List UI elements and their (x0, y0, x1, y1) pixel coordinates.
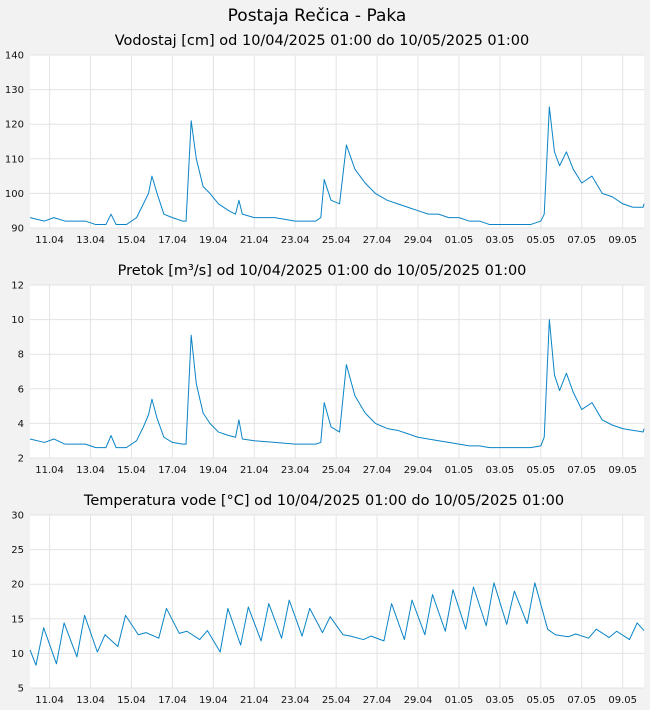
x-tick-label-temperatura: 13.04 (76, 695, 105, 706)
x-tick-label-pretok: 27.04 (363, 465, 392, 476)
x-tick-label-pretok: 29.04 (404, 465, 433, 476)
x-tick-label-pretok: 21.04 (240, 465, 269, 476)
x-tick-label-vodostaj: 13.04 (76, 235, 105, 246)
x-tick-label-temperatura: 09.05 (608, 695, 637, 706)
x-tick-label-vodostaj: 09.05 (608, 235, 637, 246)
plot-area-pretok (30, 285, 644, 458)
x-tick-label-vodostaj: 01.05 (445, 235, 474, 246)
x-tick-label-pretok: 09.05 (608, 465, 637, 476)
plot-content-pretok: 2 4 6 8 10 12 11.04 13.04 15.04 17.04 19.04 21.04 23… (11, 281, 645, 476)
panel-title-pretok: Pretok [m³/s] od 10/04/2025 01:00 do 10/… (118, 263, 527, 279)
x-tick-label-temperatura: 03.05 (486, 695, 515, 706)
panel-temperatura: Temperatura vode [°C] od 10/04/2025 01:0… (11, 493, 645, 706)
y-tick-label-temperatura: 30 (11, 511, 24, 522)
x-tick-label-vodostaj: 19.04 (199, 235, 228, 246)
x-tick-label-vodostaj: 03.05 (486, 235, 515, 246)
x-tick-label-temperatura: 07.05 (567, 695, 596, 706)
y-tick-label-pretok: 12 (11, 281, 24, 292)
x-tick-label-temperatura: 25.04 (322, 695, 351, 706)
panel-pretok: Pretok [m³/s] od 10/04/2025 01:00 do 10/… (11, 263, 645, 476)
x-tick-label-temperatura: 29.04 (404, 695, 433, 706)
x-tick-label-temperatura: 01.05 (445, 695, 474, 706)
x-tick-label-pretok: 07.05 (567, 465, 596, 476)
y-tick-label-pretok: 8 (18, 350, 24, 361)
y-tick-label-temperatura: 15 (11, 614, 24, 625)
x-tick-label-vodostaj: 27.04 (363, 235, 392, 246)
series-line-temperatura (29, 582, 645, 666)
series-line-pretok (29, 319, 645, 449)
x-tick-label-vodostaj: 29.04 (404, 235, 433, 246)
x-tick-label-vodostaj: 05.05 (526, 235, 555, 246)
x-tick-label-vodostaj: 15.04 (117, 235, 146, 246)
x-tick-label-pretok: 01.05 (445, 465, 474, 476)
x-tick-label-temperatura: 27.04 (363, 695, 392, 706)
x-tick-label-pretok: 13.04 (76, 465, 105, 476)
x-tick-label-pretok: 17.04 (158, 465, 187, 476)
y-tick-label-vodostaj: 120 (5, 120, 24, 131)
x-tick-label-pretok: 11.04 (35, 465, 64, 476)
y-tick-label-pretok: 4 (18, 419, 24, 430)
plot-content-temperatura: 5 10 15 20 25 30 11.04 13.04 15.04 17.04 19.04 21.0… (11, 511, 645, 706)
x-tick-label-vodostaj: 07.05 (567, 235, 596, 246)
x-tick-label-vodostaj: 17.04 (158, 235, 187, 246)
x-tick-label-temperatura: 15.04 (117, 695, 146, 706)
y-tick-label-vodostaj: 100 (5, 189, 24, 200)
y-tick-label-pretok: 2 (18, 454, 24, 465)
plot-area-temperatura (30, 515, 644, 688)
y-tick-label-temperatura: 10 (11, 649, 24, 660)
x-tick-label-pretok: 03.05 (486, 465, 515, 476)
y-tick-label-temperatura: 20 (11, 580, 24, 591)
x-tick-label-vodostaj: 21.04 (240, 235, 269, 246)
x-tick-label-vodostaj: 11.04 (35, 235, 64, 246)
x-tick-label-temperatura: 05.05 (526, 695, 555, 706)
y-tick-label-vodostaj: 110 (5, 154, 24, 165)
y-tick-label-vodostaj: 130 (5, 85, 24, 96)
x-tick-label-temperatura: 19.04 (199, 695, 228, 706)
y-tick-label-vodostaj: 140 (5, 51, 24, 62)
x-tick-label-pretok: 23.04 (281, 465, 310, 476)
plot-area-vodostaj (30, 55, 644, 228)
y-tick-label-temperatura: 5 (18, 684, 24, 695)
x-tick-label-vodostaj: 23.04 (281, 235, 310, 246)
y-tick-label-vodostaj: 90 (11, 224, 24, 235)
x-tick-label-temperatura: 23.04 (281, 695, 310, 706)
plot-content-vodostaj: 90 100 110 120 130 140 11.04 13.04 15.04 17.04 19.… (5, 51, 645, 246)
x-tick-label-pretok: 25.04 (322, 465, 351, 476)
series-line-vodostaj (29, 106, 645, 226)
x-tick-label-temperatura: 11.04 (35, 695, 64, 706)
x-tick-label-pretok: 19.04 (199, 465, 228, 476)
y-tick-label-pretok: 10 (11, 315, 24, 326)
y-tick-label-pretok: 6 (18, 384, 24, 395)
main-title: Postaja Rečica - Paka (228, 6, 407, 26)
x-tick-label-pretok: 15.04 (117, 465, 146, 476)
x-tick-label-temperatura: 17.04 (158, 695, 187, 706)
x-tick-label-pretok: 05.05 (526, 465, 555, 476)
x-tick-label-temperatura: 21.04 (240, 695, 269, 706)
y-tick-label-temperatura: 25 (11, 545, 24, 556)
x-tick-label-vodostaj: 25.04 (322, 235, 351, 246)
panel-vodostaj: Vodostaj [cm] od 10/04/2025 01:00 do 10/… (5, 33, 645, 246)
panel-title-temperatura: Temperatura vode [°C] od 10/04/2025 01:0… (83, 493, 564, 509)
panel-title-vodostaj: Vodostaj [cm] od 10/04/2025 01:00 do 10/… (115, 33, 529, 49)
